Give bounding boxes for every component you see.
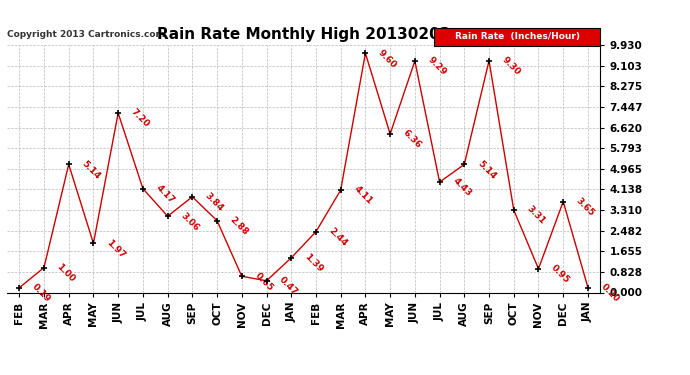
Text: 3.65: 3.65: [574, 196, 596, 218]
Text: 1.39: 1.39: [302, 252, 324, 274]
Text: Rain Rate  (Inches/Hour): Rain Rate (Inches/Hour): [455, 32, 580, 41]
Text: 0.47: 0.47: [277, 275, 299, 297]
Text: 1.00: 1.00: [55, 262, 77, 284]
Text: 9.60: 9.60: [377, 48, 399, 70]
Text: 2.44: 2.44: [327, 226, 349, 248]
Text: 0.65: 0.65: [253, 271, 275, 292]
Text: 0.19: 0.19: [30, 282, 52, 304]
Text: Copyright 2013 Cartronics.com: Copyright 2013 Cartronics.com: [7, 30, 165, 39]
Text: 3.31: 3.31: [525, 204, 547, 226]
Text: 0.95: 0.95: [550, 263, 571, 285]
Title: Rain Rate Monthly High 20130203: Rain Rate Monthly High 20130203: [157, 27, 451, 42]
Text: 5.14: 5.14: [475, 159, 497, 181]
Text: 1.97: 1.97: [105, 238, 127, 260]
Text: 3.06: 3.06: [179, 211, 201, 232]
Text: 7.20: 7.20: [129, 108, 151, 129]
Text: 5.14: 5.14: [80, 159, 102, 181]
Text: 0.20: 0.20: [599, 282, 621, 304]
Text: 4.17: 4.17: [154, 183, 176, 205]
Text: 6.36: 6.36: [402, 128, 423, 150]
Text: 9.29: 9.29: [426, 56, 449, 78]
Text: 3.84: 3.84: [204, 191, 226, 213]
Text: 4.43: 4.43: [451, 177, 473, 199]
Text: 4.11: 4.11: [352, 184, 374, 207]
Text: 2.88: 2.88: [228, 215, 250, 237]
FancyBboxPatch shape: [434, 28, 600, 46]
Text: 9.30: 9.30: [500, 55, 522, 77]
